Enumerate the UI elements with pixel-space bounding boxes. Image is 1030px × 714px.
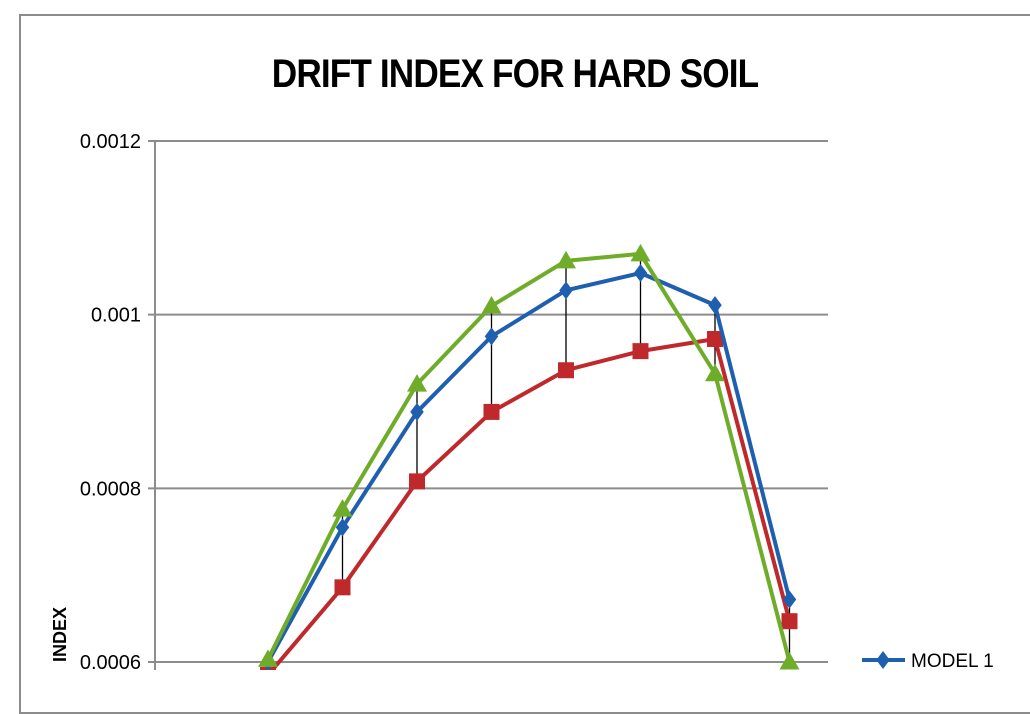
data-point (484, 327, 499, 346)
data-point (876, 651, 890, 669)
data-point (335, 518, 350, 537)
data-point (633, 263, 648, 282)
series-lines (258, 243, 800, 670)
chart-frame (19, 14, 1030, 714)
y-tick-labels: 0.0006 0.0008 0.001 0.0012 (80, 131, 141, 670)
series-unnamed-2 (258, 243, 800, 670)
chart-plot: 0.0006 0.0008 0.001 0.0012 MODEL 1 INDEX (50, 131, 994, 670)
data-point (632, 343, 649, 360)
data-point (559, 281, 573, 300)
chart-title: DRIFT INDEX FOR HARD SOIL (271, 52, 759, 96)
y-tick-label: 0.001 (91, 305, 141, 327)
data-point (258, 649, 278, 667)
series-model-1 (261, 263, 797, 670)
legend: MODEL 1 (862, 651, 994, 670)
y-tick-label: 0.0008 (80, 478, 141, 500)
data-point (708, 296, 722, 315)
data-point (332, 499, 353, 517)
y-tick-label: 0.0012 (80, 131, 141, 153)
data-point (779, 652, 800, 670)
data-point (705, 363, 725, 382)
series-line (269, 336, 792, 670)
data-point (334, 579, 351, 596)
series-line (266, 270, 792, 663)
data-point (410, 402, 424, 421)
series-unnamed-1 (260, 330, 798, 670)
series-line (266, 251, 792, 663)
data-point (556, 250, 576, 269)
data-point (481, 295, 502, 314)
y-axis-label: INDEX (50, 607, 70, 662)
data-point (782, 590, 797, 609)
y-tick-label: 0.0006 (80, 652, 141, 670)
drop-lines (267, 253, 791, 670)
data-point (707, 330, 723, 347)
data-point (483, 403, 500, 420)
data-point (781, 613, 798, 630)
data-point (407, 374, 427, 392)
legend-label: MODEL 1 (911, 651, 994, 670)
data-point (630, 243, 651, 262)
data-point (558, 362, 574, 379)
data-point (409, 473, 425, 490)
